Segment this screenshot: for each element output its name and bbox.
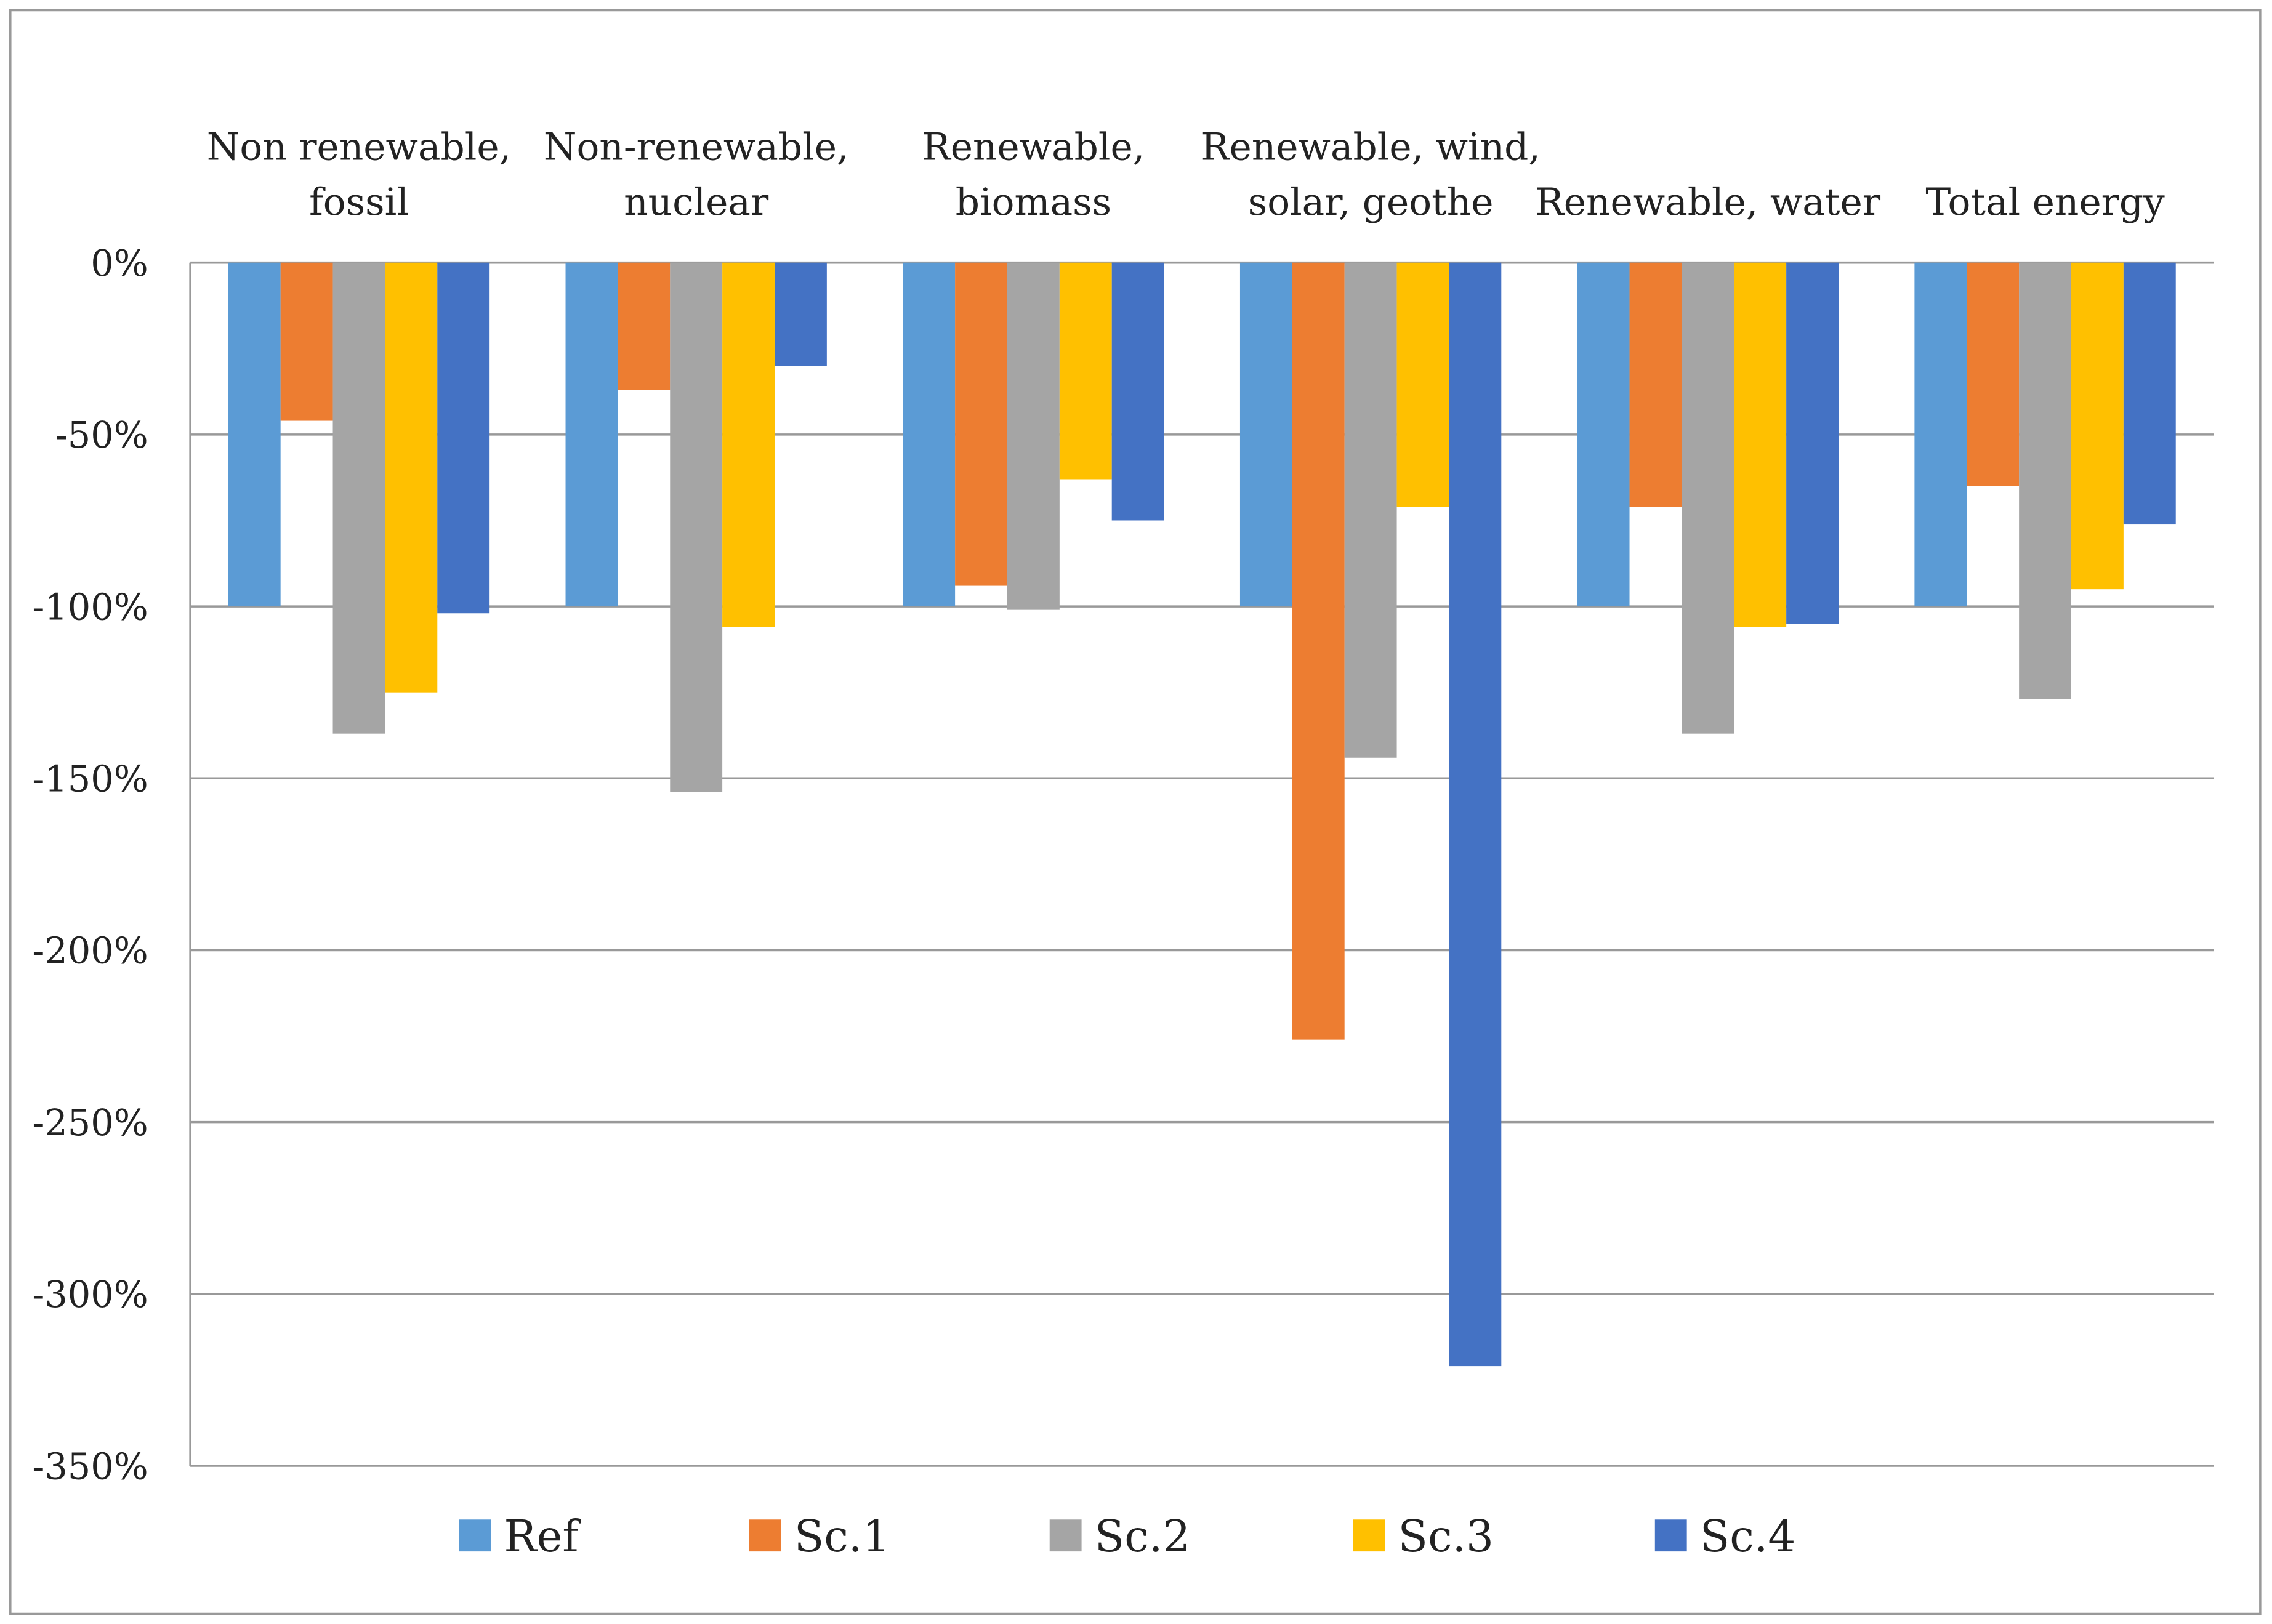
bar-sc3-4 (1734, 262, 1787, 627)
bar-ref-5 (1914, 262, 1967, 607)
category-label: solar, geothe (1248, 180, 1494, 224)
y-tick-label: -50% (55, 414, 148, 456)
bar-ref-2 (903, 262, 956, 607)
bar-sc4-1 (774, 262, 827, 366)
category-label: Total energy (1925, 180, 2165, 224)
bar-sc4-0 (437, 262, 490, 614)
legend-label: Sc.3 (1398, 1511, 1494, 1562)
bar-sc2-5 (2019, 262, 2071, 699)
legend-label: Sc.1 (794, 1511, 890, 1562)
bar-ref-0 (228, 262, 281, 607)
bar-sc3-1 (722, 262, 775, 627)
category-label: Non renewable, (207, 125, 511, 169)
legend-swatch (749, 1519, 781, 1552)
bar-ref-3 (1239, 262, 1292, 607)
y-tick-label: -250% (32, 1101, 148, 1144)
legend-label: Sc.2 (1095, 1511, 1191, 1562)
category-label: Renewable, wind, (1201, 125, 1540, 169)
category-label: fossil (309, 180, 409, 224)
category-label: Renewable, water (1536, 180, 1881, 224)
bar-ref-4 (1577, 262, 1630, 607)
bar-sc4-4 (1786, 262, 1839, 624)
legend-swatch (1654, 1519, 1687, 1552)
chart-border (9, 9, 2262, 1615)
bar-sc4-3 (1449, 262, 1502, 1367)
y-tick-label: -100% (32, 585, 148, 628)
bar-sc1-4 (1629, 262, 1682, 507)
bar-sc3-0 (385, 262, 438, 693)
bar-sc1-3 (1292, 262, 1345, 1040)
bar-sc2-4 (1682, 262, 1734, 734)
bar-sc2-1 (670, 262, 723, 792)
bar-sc4-2 (1111, 262, 1164, 521)
legend-swatch (459, 1519, 491, 1552)
bar-sc1-5 (1967, 262, 2020, 486)
y-tick-label: -200% (32, 930, 148, 972)
bar-sc1-1 (618, 262, 671, 390)
bar-sc2-0 (332, 262, 385, 734)
bar-sc3-5 (2071, 262, 2124, 590)
y-tick-label: -150% (32, 757, 148, 800)
category-label: nuclear (624, 180, 769, 224)
y-tick-label: -300% (32, 1273, 148, 1316)
category-label: Renewable, (922, 125, 1145, 169)
bar-sc1-2 (955, 262, 1007, 586)
legend-label: Sc.4 (1700, 1511, 1796, 1562)
y-tick-label: -350% (32, 1445, 148, 1487)
bar-sc2-2 (1007, 262, 1060, 610)
bar-sc2-3 (1344, 262, 1397, 758)
bar-sc1-0 (280, 262, 333, 421)
bar-sc3-3 (1396, 262, 1449, 507)
legend-label: Ref (504, 1511, 581, 1562)
legend-swatch (1049, 1519, 1082, 1552)
legend-swatch (1353, 1519, 1385, 1552)
bar-sc4-5 (2123, 262, 2176, 525)
y-tick-label: 0% (91, 242, 148, 284)
category-label: Non-renewable, (544, 125, 849, 169)
bar-ref-1 (565, 262, 618, 607)
category-label: biomass (956, 180, 1111, 224)
bar-sc3-2 (1059, 262, 1112, 480)
